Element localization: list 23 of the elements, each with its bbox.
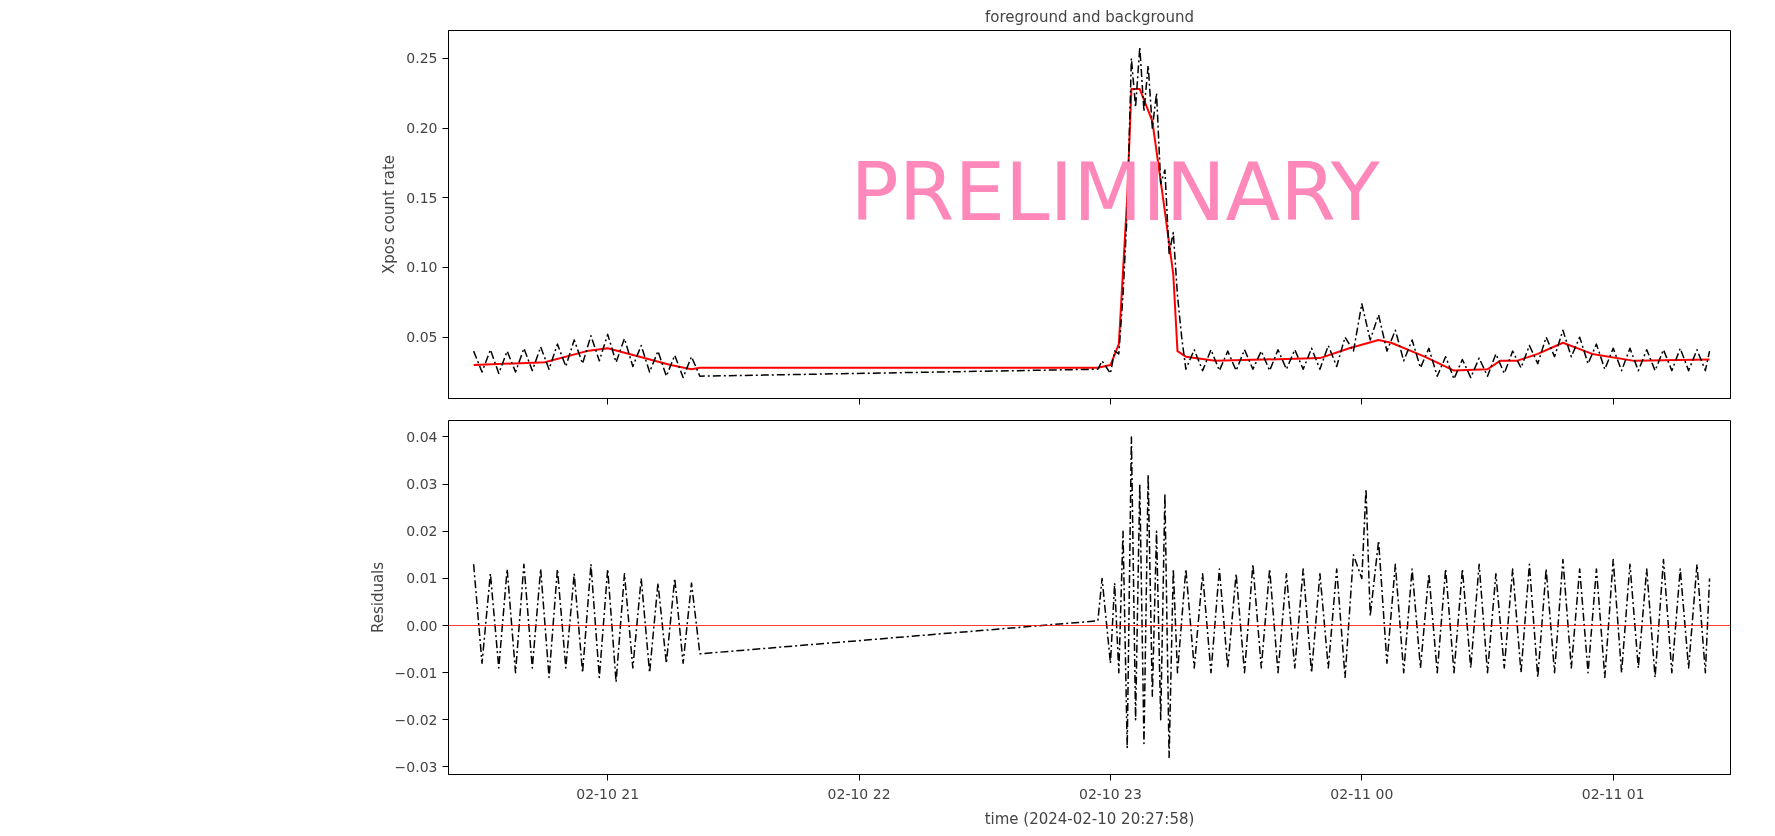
- y-tick-label: 0.20: [406, 120, 438, 137]
- y-tick-label: 0.02: [406, 523, 438, 540]
- x-tick-label: 02-11 00: [1330, 785, 1394, 802]
- x-tick-label: 02-11 01: [1581, 785, 1645, 802]
- y-tick-label: 0.25: [406, 50, 438, 67]
- y-tick-label: 0.05: [406, 329, 438, 346]
- y-axis-title: Xpos count rate: [380, 154, 399, 275]
- x-tick-label: 02-10 21: [576, 785, 640, 802]
- y-tick-label: 0.15: [406, 189, 438, 206]
- y-tick-label: 0.00: [406, 617, 438, 634]
- y-tick-label: 0.04: [406, 429, 438, 445]
- y-tick-label: 0.01: [406, 570, 438, 587]
- x-axis-title: time (2024-02-10 20:27:58): [984, 809, 1195, 828]
- chart-title: foreground and background: [984, 7, 1195, 26]
- line-series: [472, 436, 1711, 759]
- y-tick-label: −0.02: [394, 711, 438, 728]
- y-tick-label: −0.03: [394, 758, 438, 775]
- x-tick-label: 02-10 22: [827, 785, 891, 802]
- y-tick-label: −0.01: [394, 664, 438, 681]
- y-tick-label: 0.10: [406, 259, 438, 276]
- y-axis-title: Residuals: [368, 561, 387, 634]
- x-tick-label: 02-10 23: [1078, 785, 1142, 802]
- y-tick-label: 0.03: [406, 476, 438, 493]
